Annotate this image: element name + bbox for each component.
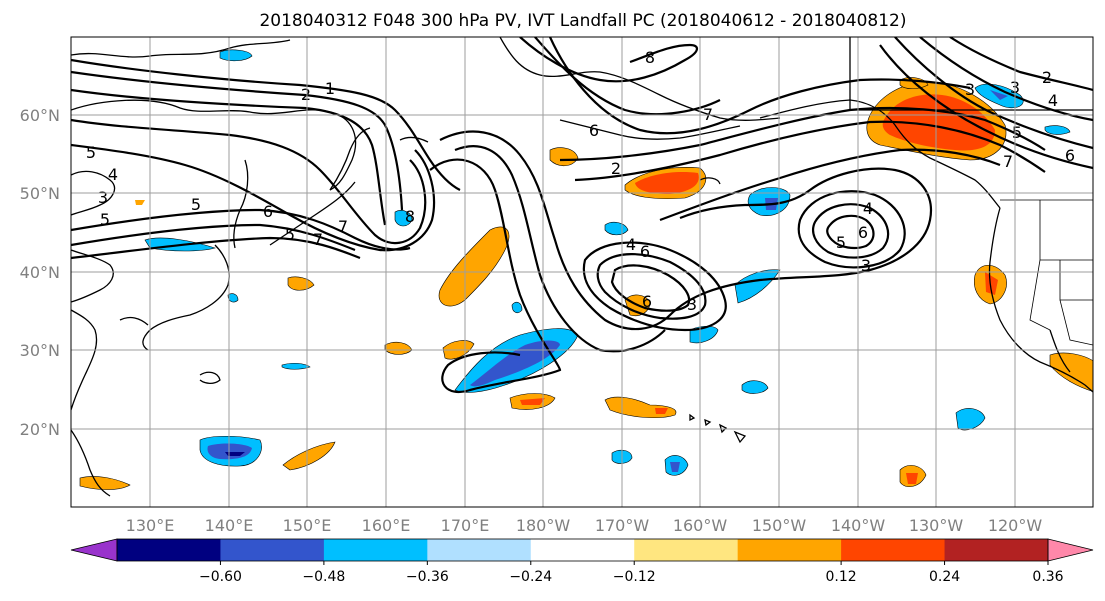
contour-label: 6	[640, 242, 650, 261]
contour-label: 6	[263, 202, 273, 221]
lon-label: 140°W	[831, 516, 886, 535]
political-borders	[1000, 199, 1093, 346]
map-panel: 1 2 2 3 3 4 4 5 5 5 6 6 6 7 7 8 3 4 5 6	[70, 36, 1094, 508]
contour-label: 7	[1003, 152, 1013, 171]
contour-label: 4	[108, 165, 118, 184]
lon-labels: 130°E 140°E 150°E 160°E 170°E 180°W 170°…	[126, 516, 1043, 535]
colorbar-cell	[117, 539, 221, 561]
contour-label: 1	[325, 79, 335, 98]
chart-title: 2018040312 F048 300 hPa PV, IVT Landfall…	[259, 11, 906, 31]
colorbar-tick-label: −0.36	[406, 569, 449, 585]
contour-labels: 1 2 2 3 3 4 4 5 5 5 6 6 6 7 7 8 3 4 5 6	[86, 48, 1075, 314]
contour-label: 6	[589, 121, 599, 140]
contour-label: 5	[1012, 123, 1022, 142]
lon-label: 130°W	[909, 516, 964, 535]
contour-label: 3	[965, 80, 975, 99]
lat-label: 60°N	[20, 106, 60, 125]
contour-label: 3	[98, 188, 108, 207]
lon-label: 140°E	[205, 516, 254, 535]
contour-label: 2	[611, 159, 621, 178]
lon-label: 150°E	[283, 516, 332, 535]
colorbar-extend-high	[1047, 538, 1094, 562]
contour-label: 7	[338, 217, 348, 236]
colorbar-frame	[116, 538, 1049, 562]
colorbar-tick-label: 0.12	[826, 569, 857, 585]
colorbar-cell	[323, 539, 428, 561]
colorbar-cell	[530, 539, 635, 561]
colorbar-tick-label: −0.48	[302, 569, 345, 585]
colorbar-tick-label: −0.12	[613, 569, 656, 585]
negative-anomaly-shading	[144, 49, 1071, 476]
contour-label: 5	[100, 210, 110, 229]
pv-contours	[71, 37, 1093, 393]
colorbar-tick-label: −0.60	[199, 569, 242, 585]
colorbar-cell	[634, 539, 739, 561]
colorbar: −0.60−0.48−0.36−0.24−0.120.120.240.360.4…	[70, 538, 1094, 585]
contour-label: 5	[86, 143, 96, 162]
lat-label: 20°N	[20, 420, 60, 439]
contour-label: 4	[1048, 91, 1058, 110]
lon-label: 170°E	[441, 516, 490, 535]
contour-label: 3	[687, 295, 697, 314]
contour-label: 7	[313, 230, 323, 249]
map-frame	[70, 36, 1094, 508]
lat-label: 40°N	[20, 263, 60, 282]
contour-label: 4	[626, 235, 636, 254]
contour-label: 6	[1065, 146, 1075, 165]
contour-label: 4	[863, 199, 873, 218]
colorbar-tick-label: 0.36	[1032, 569, 1063, 585]
lon-label: 180°W	[516, 516, 571, 535]
colorbar-cell	[220, 539, 325, 561]
contour-label: 6	[642, 292, 652, 311]
lon-label: 130°E	[126, 516, 175, 535]
contour-label: 5	[191, 195, 201, 214]
contour-label: 5	[836, 233, 846, 252]
colorbar-tick-label: −0.24	[509, 569, 552, 585]
contour-label: 6	[858, 223, 868, 242]
lon-label: 170°W	[595, 516, 650, 535]
lon-label: 160°E	[362, 516, 411, 535]
contour-label: 2	[301, 85, 311, 104]
lon-label: 160°W	[673, 516, 728, 535]
lat-label: 30°N	[20, 341, 60, 360]
lon-label: 150°W	[752, 516, 807, 535]
colorbar-cell	[427, 539, 532, 561]
colorbar-cell	[737, 539, 842, 561]
contour-label: 5	[285, 225, 295, 244]
positive-anomaly-shading	[79, 77, 1093, 490]
colorbar-tick-label: 0.24	[929, 569, 960, 585]
lon-label: 120°W	[988, 516, 1043, 535]
lat-label: 50°N	[20, 184, 60, 203]
colorbar-extend-low	[70, 538, 118, 562]
colorbar-cell	[841, 539, 946, 561]
gridlines	[71, 37, 1093, 507]
contour-label: 2	[1042, 68, 1052, 87]
lat-labels: 60°N 50°N 40°N 30°N 20°N	[20, 106, 60, 439]
contour-label: 3	[861, 256, 871, 275]
contour-label: 8	[645, 48, 655, 67]
contour-label: 8	[405, 207, 415, 226]
colorbar-cell	[944, 539, 1049, 561]
